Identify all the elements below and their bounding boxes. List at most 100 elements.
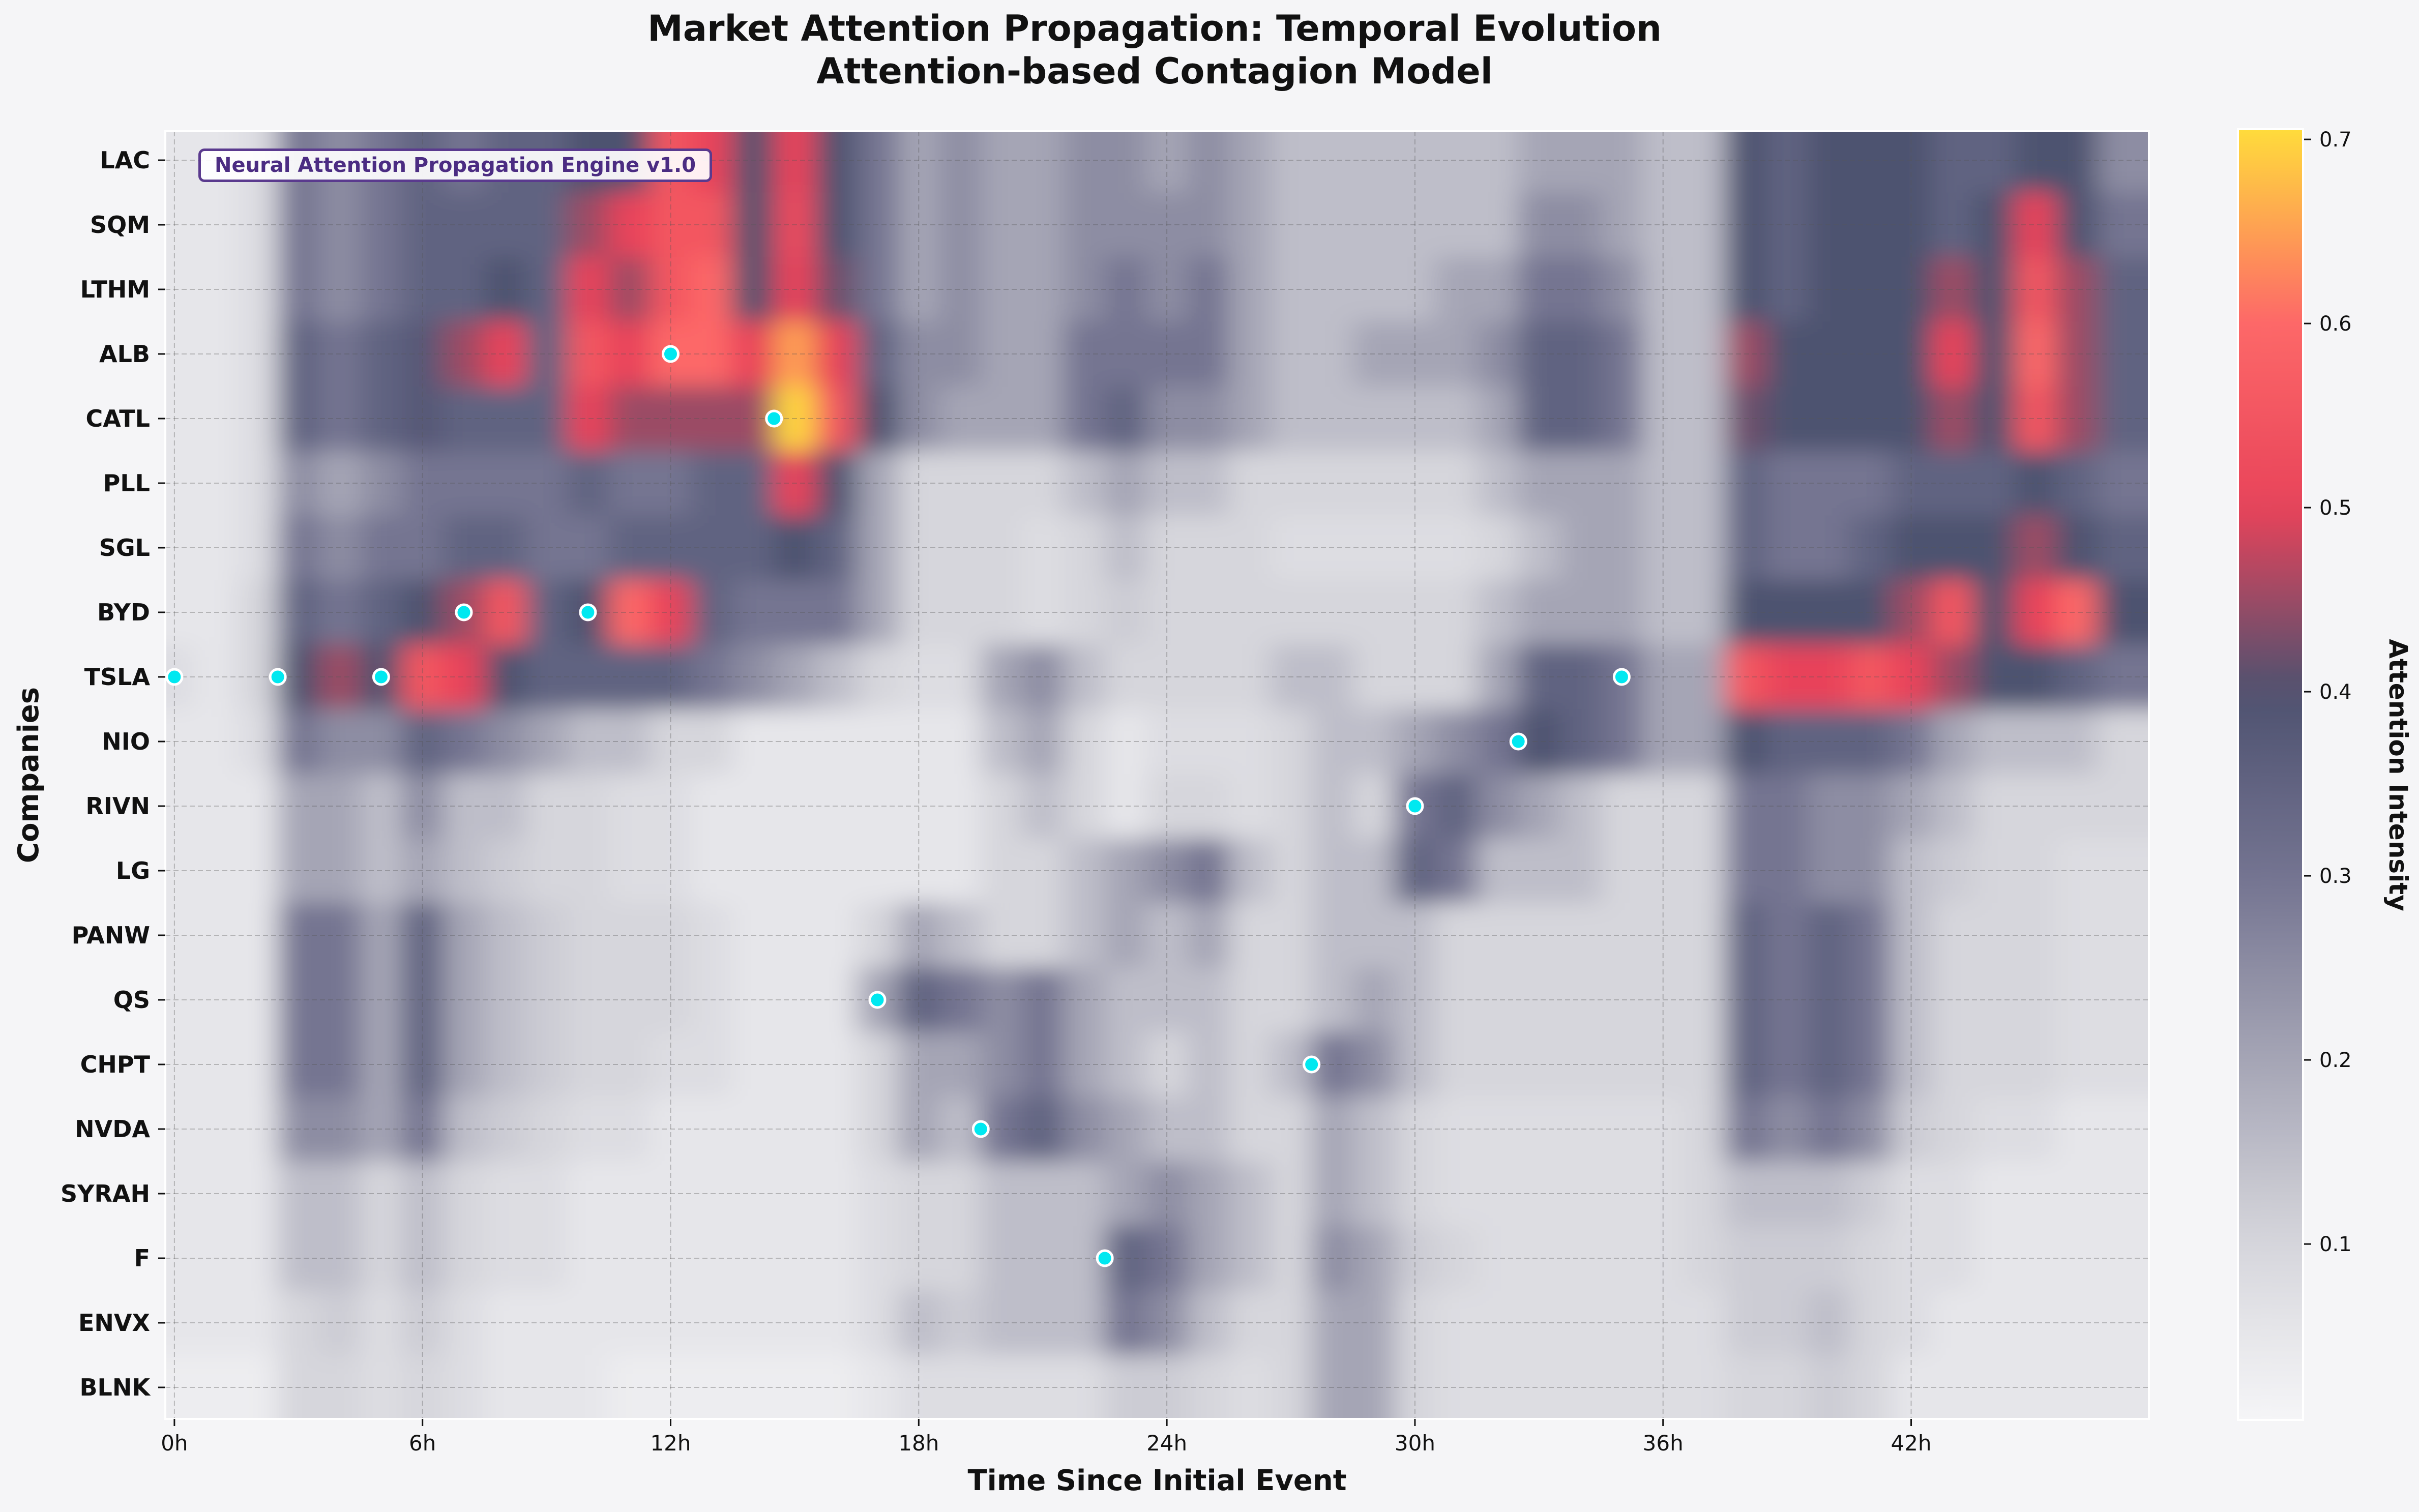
heatmap-cell <box>1105 321 1147 387</box>
heatmap-cell <box>1270 321 1312 387</box>
heatmap-cell <box>1063 644 1106 710</box>
heatmap-cell <box>360 580 403 645</box>
heatmap-cell <box>857 192 899 258</box>
heatmap-cell <box>1932 644 1974 710</box>
heatmap-cell <box>815 1096 858 1162</box>
heatmap-cell <box>195 1290 237 1356</box>
heatmap-cell <box>165 1226 196 1291</box>
heatmap-cell <box>1022 257 1064 322</box>
heatmap-cell <box>815 1161 858 1227</box>
heatmap-cell <box>2056 515 2098 581</box>
heatmap-cell <box>691 1355 733 1419</box>
heatmap-cell <box>732 1096 775 1162</box>
heatmap-cell <box>484 1096 526 1162</box>
heatmap-cell <box>1146 515 1188 581</box>
heatmap-cell <box>1063 321 1106 387</box>
heatmap-cell <box>484 644 526 710</box>
heatmap-cell <box>2056 1161 2098 1227</box>
heatmap-cell <box>567 451 609 516</box>
heatmap-cell <box>1808 1161 1850 1227</box>
y-tick-label-alb: ALB <box>99 340 150 368</box>
heatmap-cell <box>650 192 692 258</box>
heatmap-cell <box>165 1290 196 1356</box>
heatmap-cell <box>567 257 609 322</box>
heatmap-cell <box>1063 709 1106 775</box>
heatmap-cell <box>319 967 361 1033</box>
heatmap-cell <box>278 1161 320 1227</box>
heatmap-cell <box>1229 838 1271 904</box>
heatmap-cell <box>1932 451 1974 516</box>
heatmap-cell <box>691 1226 733 1291</box>
heatmap-cell <box>1642 1355 1685 1419</box>
heatmap-cell <box>525 774 568 839</box>
heatmap-cell <box>1311 774 1353 839</box>
heatmap-cell <box>1311 1355 1353 1419</box>
heatmap-cell <box>1808 257 1850 322</box>
heatmap-cell <box>608 903 651 968</box>
heatmap-cell <box>650 644 692 710</box>
heatmap-cell <box>1187 515 1230 581</box>
heatmap-cell <box>525 838 568 904</box>
heatmap-cell <box>1890 903 1933 968</box>
heatmap-cell <box>2056 321 2098 387</box>
heatmap-cell <box>1352 967 1395 1033</box>
heatmap-cell <box>1187 192 1230 258</box>
heatmap-cell <box>1559 1161 1602 1227</box>
heatmap-cell <box>1022 1096 1064 1162</box>
heatmap-cell <box>1435 131 1478 193</box>
heatmap-cell <box>1973 903 2015 968</box>
heatmap-cell <box>1518 903 1560 968</box>
heatmap-cell <box>525 1032 568 1098</box>
heatmap-cell <box>1559 451 1602 516</box>
heatmap-cell <box>608 774 651 839</box>
heatmap-cell <box>898 1161 940 1227</box>
heatmap-cell <box>1352 580 1395 645</box>
heatmap-cell <box>1849 1290 1891 1356</box>
heatmap-cell <box>1270 1226 1312 1291</box>
heatmap-cell <box>1105 1032 1147 1098</box>
heatmap-cell <box>650 1226 692 1291</box>
heatmap-cell <box>1766 321 1809 387</box>
heatmap-cell <box>236 1355 279 1419</box>
heatmap-cell <box>443 774 485 839</box>
heatmap-cell <box>981 515 1023 581</box>
heatmap-cell <box>1146 321 1188 387</box>
heatmap-cell <box>195 1096 237 1162</box>
heatmap-cell <box>236 1032 279 1098</box>
heatmap-cell <box>236 1290 279 1356</box>
heatmap-cell <box>1890 1226 1933 1291</box>
heatmap-cell <box>1105 838 1147 904</box>
event-marker <box>1612 668 1631 686</box>
heatmap-cell <box>774 1355 816 1419</box>
heatmap-cell <box>402 903 444 968</box>
heatmap-cell <box>1601 321 1643 387</box>
heatmap-cell <box>1352 1161 1395 1227</box>
heatmap-cell <box>1601 903 1643 968</box>
heatmap-cell <box>1477 1161 1519 1227</box>
x-axis-label: Time Since Initial Event <box>967 1464 1346 1497</box>
heatmap-cell <box>360 774 403 839</box>
y-tick-label-nvda: NVDA <box>75 1115 150 1143</box>
heatmap-cell <box>443 1096 485 1162</box>
heatmap-cell <box>939 515 982 581</box>
heatmap-cell <box>2056 709 2098 775</box>
heatmap-cell <box>319 451 361 516</box>
heatmap-cell <box>567 1096 609 1162</box>
y-tick-label-rivn: RIVN <box>85 792 150 820</box>
heatmap-cell <box>1063 257 1106 322</box>
heatmap-cell <box>2097 967 2149 1033</box>
heatmap-cell <box>691 451 733 516</box>
heatmap-cell <box>2097 386 2149 452</box>
heatmap-cell <box>1187 709 1230 775</box>
heatmap-cell <box>1684 192 1726 258</box>
heatmap-cell <box>2014 838 2057 904</box>
heatmap-cell <box>1725 1226 1767 1291</box>
heatmap-cell <box>402 386 444 452</box>
heatmap-cell <box>1684 967 1726 1033</box>
heatmap-cell <box>1932 580 1974 645</box>
heatmap-cell <box>1849 903 1891 968</box>
heatmap-cell <box>1973 774 2015 839</box>
heatmap-cell <box>1270 257 1312 322</box>
heatmap-cell <box>1187 257 1230 322</box>
heatmap-cell <box>1684 1226 1726 1291</box>
